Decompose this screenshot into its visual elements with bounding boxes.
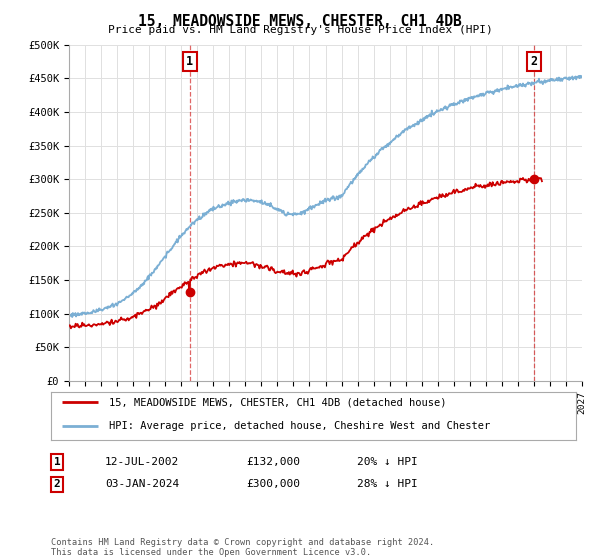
Text: £132,000: £132,000 [246, 457, 300, 467]
Text: 15, MEADOWSIDE MEWS, CHESTER, CH1 4DB (detached house): 15, MEADOWSIDE MEWS, CHESTER, CH1 4DB (d… [109, 398, 446, 408]
Text: Contains HM Land Registry data © Crown copyright and database right 2024.
This d: Contains HM Land Registry data © Crown c… [51, 538, 434, 557]
Text: HPI: Average price, detached house, Cheshire West and Chester: HPI: Average price, detached house, Ches… [109, 421, 490, 431]
Text: 1: 1 [186, 55, 193, 68]
Text: 1: 1 [53, 457, 61, 467]
Text: 2: 2 [530, 55, 538, 68]
Text: 2: 2 [53, 479, 61, 489]
Text: 28% ↓ HPI: 28% ↓ HPI [357, 479, 418, 489]
Text: 03-JAN-2024: 03-JAN-2024 [105, 479, 179, 489]
Text: 12-JUL-2002: 12-JUL-2002 [105, 457, 179, 467]
Text: £300,000: £300,000 [246, 479, 300, 489]
Text: Price paid vs. HM Land Registry's House Price Index (HPI): Price paid vs. HM Land Registry's House … [107, 25, 493, 35]
Text: 20% ↓ HPI: 20% ↓ HPI [357, 457, 418, 467]
Text: 15, MEADOWSIDE MEWS, CHESTER, CH1 4DB: 15, MEADOWSIDE MEWS, CHESTER, CH1 4DB [138, 14, 462, 29]
